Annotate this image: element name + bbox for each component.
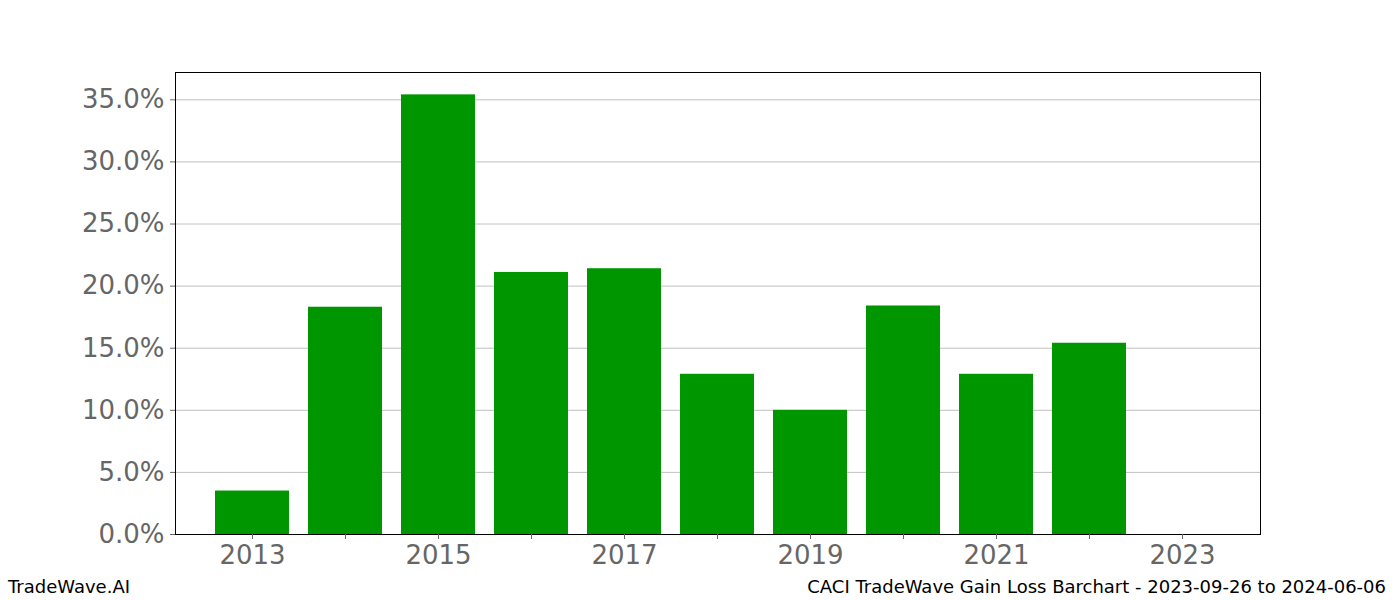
svg-text:2019: 2019: [777, 540, 843, 570]
svg-text:20.0%: 20.0%: [82, 270, 165, 300]
svg-text:2021: 2021: [963, 540, 1029, 570]
svg-text:10.0%: 10.0%: [82, 395, 165, 425]
svg-text:0.0%: 0.0%: [98, 519, 164, 549]
svg-text:2023: 2023: [1149, 540, 1215, 570]
svg-text:5.0%: 5.0%: [98, 457, 164, 487]
svg-text:25.0%: 25.0%: [82, 208, 165, 238]
svg-text:30.0%: 30.0%: [82, 146, 165, 176]
html-text:TradeWave.AI: TradeWave.AI: [8, 576, 130, 597]
svg-text:35.0%: 35.0%: [82, 84, 165, 114]
svg-text:2017: 2017: [591, 540, 657, 570]
svg-text:15.0%: 15.0%: [82, 333, 165, 363]
svg-text:2013: 2013: [219, 540, 285, 570]
svg-text:2015: 2015: [405, 540, 471, 570]
html-text:CACI TradeWave Gain Loss Barch: CACI TradeWave Gain Loss Barchart - 2023…: [807, 576, 1386, 597]
